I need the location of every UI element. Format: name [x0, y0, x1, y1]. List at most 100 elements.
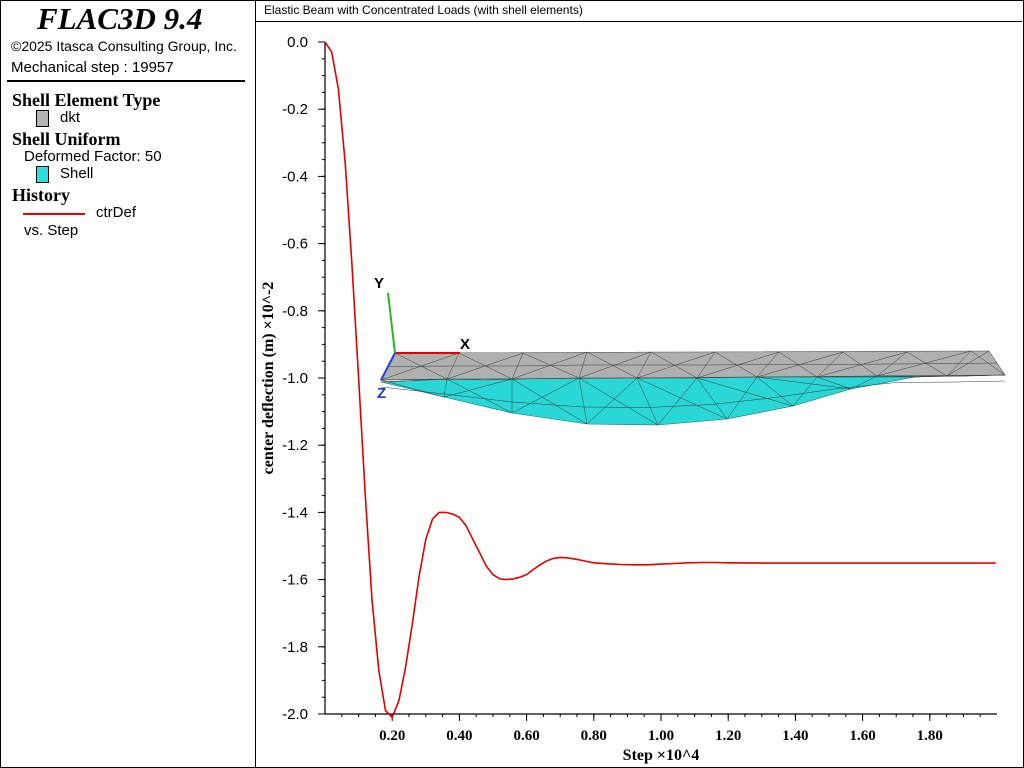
mesh-line: [578, 351, 588, 379]
mesh-line: [756, 376, 794, 407]
mesh-line: [443, 378, 513, 398]
mesh-line: [380, 374, 1006, 381]
mesh-line: [511, 351, 588, 380]
y-tick-label: -0.8: [282, 303, 308, 320]
mesh-line: [650, 351, 698, 379]
mesh-line: [792, 376, 818, 407]
vs-step-label: vs. Step: [24, 222, 79, 239]
y-tick-label: -1.8: [282, 639, 308, 656]
shell-swatch: [36, 166, 49, 183]
mesh-line: [850, 375, 878, 390]
legend-panel: FLAC3D 9.4 ©2025 Itasca Consulting Group…: [1, 1, 256, 767]
y-axis-arrow: [387, 292, 396, 354]
mesh-line: [380, 378, 448, 383]
mesh-line: [696, 351, 780, 379]
x-tick-label: 1.40: [782, 728, 808, 744]
mesh-line: [876, 350, 972, 377]
plot-title: Elastic Beam with Concentrated Loads (wi…: [264, 3, 583, 17]
x-tick-label: 1.80: [917, 728, 943, 744]
x-tick-label: 0.20: [379, 728, 405, 744]
mesh-line: [696, 377, 794, 407]
series-ctrdef-line: [324, 41, 996, 719]
shell-mesh-lines: [380, 350, 1006, 426]
history-heading: History: [12, 185, 70, 205]
dkt-label: dkt: [60, 109, 81, 126]
mesh-line: [511, 352, 524, 380]
x-axis-label: Step ×10^4: [623, 747, 700, 764]
y-tick-label: -0.4: [282, 168, 308, 185]
x-tick-label: 0.40: [446, 728, 472, 744]
mesh-line: [816, 351, 844, 378]
z-axis-letter: Z: [377, 385, 386, 402]
mesh-line: [726, 376, 758, 420]
mesh-line: [756, 351, 844, 378]
y-tick-label: 0.0: [287, 34, 308, 51]
mesh-line: [842, 351, 878, 377]
y-tick-label: -0.2: [282, 101, 308, 118]
mesh-line: [578, 377, 588, 425]
shell-label: Shell: [60, 165, 94, 182]
x-tick-label: 0.80: [581, 728, 607, 744]
mesh-line: [714, 351, 758, 378]
mesh-line: [586, 377, 638, 425]
mesh-line: [511, 377, 580, 414]
mesh-line: [906, 351, 948, 377]
mesh-line: [446, 378, 513, 414]
mesh-line: [636, 351, 716, 379]
mesh-line: [756, 351, 780, 378]
y-tick-label: -1.6: [282, 572, 308, 589]
y-tick-label: -0.6: [282, 236, 308, 253]
mesh-line: [636, 377, 728, 420]
y-axis-label: center deflection (m) ×10^-2: [260, 282, 277, 475]
shell-element-type-heading: Shell Element Type: [12, 90, 161, 110]
mesh-line: [380, 379, 445, 398]
shell-model-view: X Y Z: [374, 275, 1006, 426]
mesh-line: [446, 352, 460, 380]
z-axis-arrow: [380, 352, 396, 381]
mesh-line: [696, 377, 728, 420]
mesh-line: [636, 377, 659, 426]
x-tick-label: 0.60: [513, 728, 539, 744]
mechanical-step-label: Mechanical step : 19957: [11, 59, 174, 76]
shell-uniform-heading: Shell Uniform: [12, 129, 121, 149]
mesh-line: [816, 351, 908, 378]
mesh-line: [522, 352, 580, 379]
y-tick-label: -2.0: [282, 706, 308, 723]
copyright-text: ©2025 Itasca Consulting Group, Inc.: [11, 38, 237, 54]
mesh-line: [778, 351, 818, 378]
mesh-line: [946, 350, 972, 377]
ctrdef-line-swatch: [23, 213, 85, 215]
y-tick-label: -1.2: [282, 437, 308, 454]
y-axis-letter: Y: [374, 275, 384, 292]
mesh-line: [511, 378, 588, 425]
mesh-line: [876, 351, 908, 377]
app-title: FLAC3D 9.4: [37, 1, 203, 36]
x-tick-label: 1.60: [849, 728, 875, 744]
mesh-line: [946, 350, 990, 377]
mesh-line: [657, 377, 698, 426]
mesh-line: [636, 351, 652, 379]
mesh-line: [443, 378, 448, 398]
deformed-factor-label: Deformed Factor: 50: [24, 148, 162, 165]
mesh-line: [696, 351, 716, 379]
legend-divider: [7, 80, 245, 82]
mesh-line: [816, 376, 852, 390]
mesh-line: [756, 376, 852, 390]
mesh-line: [380, 380, 1006, 408]
mesh-line: [380, 352, 460, 381]
mesh-line: [578, 377, 659, 426]
y-tick-label: -1.0: [282, 370, 308, 387]
x-axis-letter: X: [460, 336, 470, 353]
mesh-line: [446, 352, 524, 380]
plot-title-bar: Elastic Beam with Concentrated Loads (wi…: [256, 1, 1022, 22]
ctrdef-label: ctrDef: [96, 204, 137, 221]
mesh-line: [578, 351, 652, 379]
x-tick-label: 1.20: [715, 728, 741, 744]
y-tick-label: -1.4: [282, 504, 308, 521]
ticks: [318, 41, 981, 721]
mesh-line: [586, 351, 638, 379]
x-tick-label: 1.00: [648, 728, 674, 744]
tick-labels: 0.0 -0.2 -0.4 -0.6 -0.8 -1.0 -1.2 -1.4 -1.6 -1.8 -…: [282, 34, 943, 744]
mesh-line: [970, 350, 1006, 376]
chart-area: 0.0 -0.2 -0.4 -0.6 -0.8 -1.0 -1.2 -1.4 -1.6 -1.8 -…: [260, 34, 1006, 764]
